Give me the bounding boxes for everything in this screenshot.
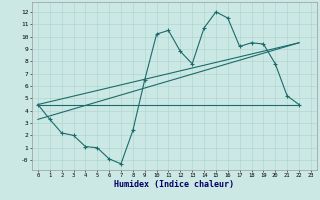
X-axis label: Humidex (Indice chaleur): Humidex (Indice chaleur) <box>115 180 234 189</box>
